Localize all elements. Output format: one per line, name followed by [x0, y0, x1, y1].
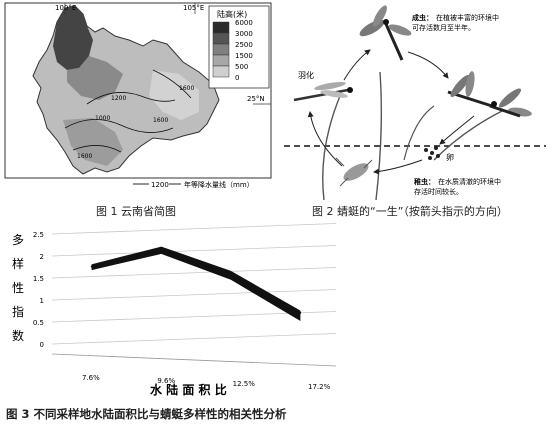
isoline-label-2: 1000 [95, 115, 110, 122]
life-cycle-diagram: 成虫： 在植被丰富的环境中 可存活数月至半年。 羽化 卵 稚虫： 在水质清澈的环… [284, 5, 546, 201]
larva-text-line1: 在水质清澈的环境中 [438, 177, 501, 186]
legend-swatches: 6000 3000 2500 1500 500 0 [212, 19, 253, 82]
larva-title: 稚虫： [414, 177, 435, 186]
mid-shade [67, 56, 123, 100]
gridline [51, 223, 337, 235]
legend-title: 陆高(米) [217, 9, 247, 19]
data-point [90, 265, 94, 268]
isoline-3 [72, 145, 122, 153]
data-point [298, 311, 302, 314]
legend-swatch [212, 54, 230, 67]
y-tick-label: 2 [40, 253, 44, 261]
gridline [51, 289, 337, 301]
adult-text-line1: 在植被丰富的环境中 [436, 13, 499, 22]
x-baseline [51, 353, 337, 367]
south-shade [63, 118, 123, 166]
egg-label: 卵 [446, 152, 454, 162]
isoline-label-1: 1200 [111, 95, 126, 102]
lon-left-label: 100°E [55, 4, 76, 12]
larva [335, 157, 373, 187]
ylabel-char-3: 性 [12, 281, 24, 295]
adult-title: 成虫： [412, 13, 433, 22]
figure2-cycle-panel: 成虫： 在植被丰富的环境中 可存活数月至半年。 羽化 卵 稚虫： 在水质清澈的环… [284, 0, 546, 201]
series-line [90, 246, 302, 322]
adult-dragonfly-right [447, 71, 532, 118]
arrow-larva-to-emerge [307, 111, 343, 167]
legend-level-label: 0 [235, 74, 239, 82]
isoline-label-5: 1600 [179, 85, 194, 92]
y-axis-label: 多 样 性 指 数 [12, 233, 24, 343]
isoline-2 [64, 119, 174, 133]
plant-stem-left [322, 95, 341, 201]
plant-stem-mid [375, 71, 383, 201]
isoline-1 [86, 92, 176, 105]
emerging-dragonfly [293, 81, 353, 102]
lon-right-label: 105°E [183, 4, 204, 12]
x-tick-label: 12.5% [233, 380, 256, 388]
isoline-label-4: 1600 [77, 153, 92, 160]
x-tick-labels: 7.6% 9.6% 12.5% 17.2% [82, 374, 331, 391]
data-point [229, 272, 232, 275]
y-tick-label: 1.5 [33, 275, 44, 283]
arrow-adult-to-mating [407, 51, 449, 79]
east-shade [149, 70, 199, 120]
y-tick-label: 2.5 [33, 231, 44, 239]
plant-stem-right2 [403, 105, 435, 161]
x-tick-label: 7.6% [82, 374, 100, 382]
legend-level-label: 3000 [235, 30, 253, 38]
figure1-map-panel: 1200 1000 1600 1600 1600 100°E 105°E 25°… [3, 0, 275, 200]
isoline-label-3: 1600 [153, 117, 168, 124]
legend-level-label: 500 [235, 63, 248, 71]
lat-label: 25°N [247, 95, 265, 103]
highland-shade [53, 6, 93, 70]
x-tick-label: 9.6% [157, 377, 175, 385]
arrow-to-eggs [439, 115, 475, 145]
legend-swatch [212, 21, 230, 34]
ylabel-char-4: 指 [12, 304, 24, 319]
ylabel-char-2: 样 [12, 256, 24, 271]
arrow-eggs-to-larva [373, 159, 423, 175]
arrow-emerge-to-adult [343, 49, 371, 81]
figure3-chart-panel: 多 样 性 指 数 0 0.5 1 1.5 2 2.5 7.6% 9.6% 12.5% 17.2… [0, 222, 549, 427]
gridline [51, 333, 337, 345]
chart-grid [51, 223, 337, 367]
legend-swatch [212, 32, 230, 45]
diversity-chart: 多 样 性 指 数 0 0.5 1 1.5 2 2.5 7.6% 9.6% 12.5% 17.2… [12, 223, 337, 397]
legend-swatch [212, 65, 230, 78]
data-point [160, 247, 163, 251]
emerge-label: 羽化 [298, 70, 314, 80]
figure2-caption: 图 2 蜻蜓的“一生”（按箭头指示的方向） [312, 205, 508, 218]
y-tick-label: 0 [40, 341, 44, 349]
x-tick-label: 17.2% [308, 383, 331, 391]
isoline-legend-value: 1200 [151, 181, 169, 189]
adult-dragonfly-top [359, 5, 412, 61]
isoline-legend-text: 年等降水量线（mm） [184, 180, 254, 189]
series-ribbon [91, 246, 301, 322]
y-tick-label: 0.5 [33, 319, 44, 327]
yunnan-map: 1200 1000 1600 1600 1600 100°E 105°E 25°… [4, 2, 272, 189]
ylabel-char-1: 多 [12, 233, 24, 247]
x-axis-label: 水 陆 面 积 比 [150, 382, 227, 397]
legend-swatch [212, 43, 230, 56]
adult-text-line2: 可存活数月至半年。 [412, 23, 475, 32]
gridline [51, 245, 337, 257]
legend-level-label: 1500 [235, 52, 253, 60]
egg-cluster [424, 146, 440, 160]
legend-level-label: 6000 [235, 19, 253, 27]
figure1-caption: 图 1 云南省简图 [96, 205, 176, 218]
y-tick-labels: 0 0.5 1 1.5 2 2.5 [33, 231, 44, 349]
legend-level-label: 2500 [235, 41, 253, 49]
larva-text-line2: 存活时间较长。 [414, 187, 463, 196]
y-tick-label: 1 [40, 297, 44, 305]
plant-stem-right [433, 109, 505, 161]
isoline-4 [152, 69, 192, 99]
gridline [51, 267, 337, 279]
ylabel-char-5: 数 [12, 328, 24, 343]
figure3-caption: 图 3 不同采样地水陆面积比与蜻蜓多样性的相关性分析 [6, 407, 287, 421]
